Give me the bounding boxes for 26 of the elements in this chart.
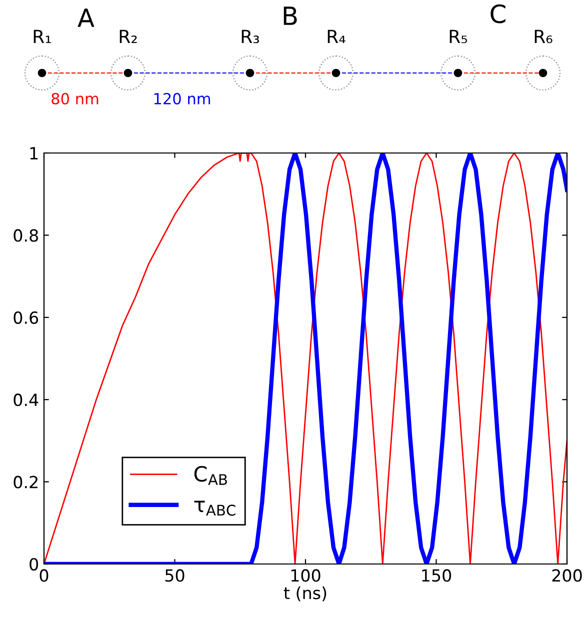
text: R₆ <box>534 30 552 44</box>
text: A <box>78 8 94 27</box>
text: B <box>284 6 297 25</box>
text: R₅ <box>450 30 468 44</box>
x-tick-label: 0 <box>40 569 48 582</box>
x-axis-title: t (ns) <box>284 586 326 602</box>
x-tick-label: 50 <box>165 569 184 582</box>
y-tick-label: 0.6 <box>14 311 38 324</box>
text: 120 nm <box>154 92 210 104</box>
y-tick-label: 0.8 <box>14 229 38 242</box>
y-tick-label: 1 <box>30 147 38 160</box>
text: C <box>490 4 506 24</box>
y-tick-label: 0 <box>30 558 38 571</box>
x-tick-label: 150 <box>422 569 452 582</box>
y-tick-label: 0.4 <box>14 394 38 406</box>
legend-label: τ$_{ABC}$ <box>194 500 236 516</box>
x-tick-label: 100 <box>291 569 320 582</box>
legend-label: C$_{AB}$ <box>194 466 227 485</box>
text: 80 nm <box>52 92 98 104</box>
x-tick-label: 200 <box>552 569 582 582</box>
text: R₄ <box>328 30 346 44</box>
line-series <box>44 153 567 564</box>
text: R₃ <box>242 30 259 44</box>
text: R₂ <box>120 30 137 44</box>
text: R₁ <box>34 30 51 44</box>
y-tick-label: 0.2 <box>14 476 38 488</box>
